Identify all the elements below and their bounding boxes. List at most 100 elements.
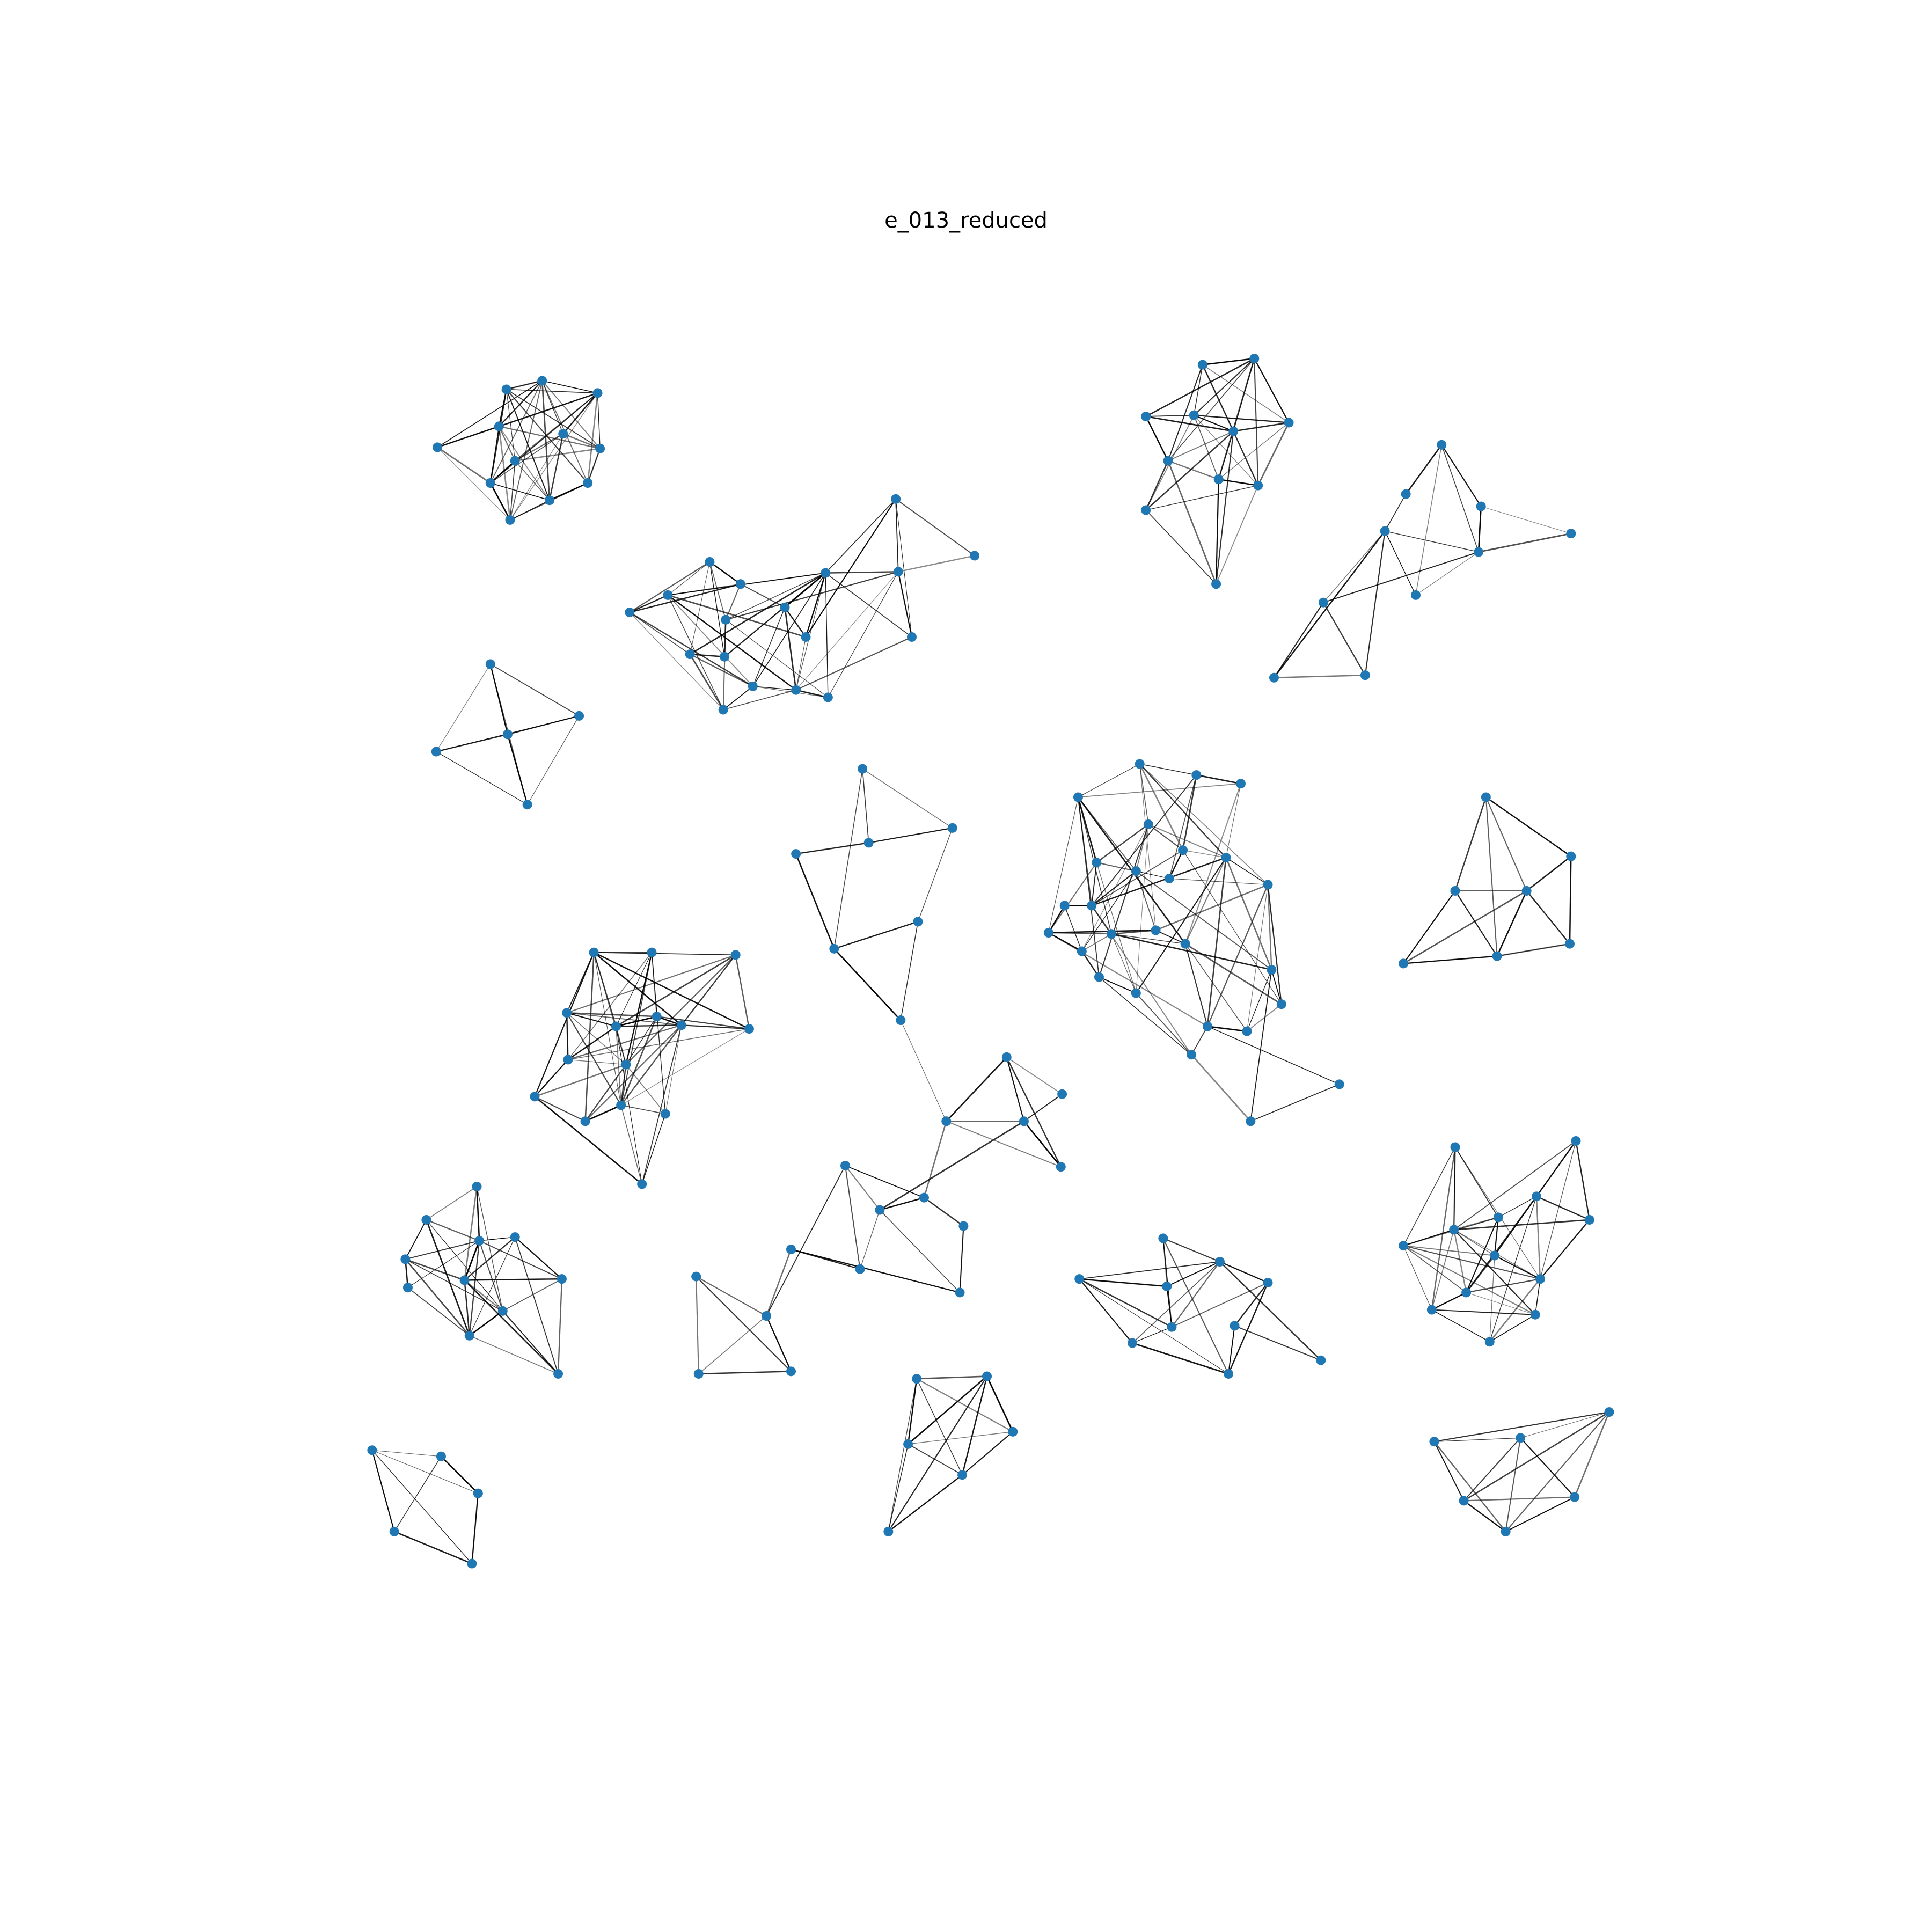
cluster-upper-center-edge <box>629 594 668 613</box>
graph-node <box>558 429 568 439</box>
cluster-upper-center-edge <box>629 612 691 655</box>
cluster-center-lower-edge <box>924 1197 964 1227</box>
graph-node <box>893 567 903 577</box>
cluster-left-mid-edge <box>535 1096 586 1122</box>
cluster-center-right-edge <box>1155 884 1268 931</box>
cluster-right-lower-edge <box>1494 1255 1541 1280</box>
graph-node <box>562 1008 572 1018</box>
cluster-bottom-center-edge <box>961 1376 988 1475</box>
cluster-right-lower-edge <box>1454 1147 1499 1218</box>
graph-node <box>1135 759 1145 769</box>
cluster-left-lower-edge <box>405 1240 480 1260</box>
graph-node <box>1228 426 1239 436</box>
cluster-center-right-edge <box>1139 764 1157 931</box>
cluster-top-left-edge <box>587 393 598 484</box>
graph-node <box>1437 440 1447 450</box>
cluster-right-lower-edge <box>1466 1278 1541 1293</box>
cluster-top-right-b-edge <box>1323 531 1386 603</box>
graph-node <box>389 1526 399 1536</box>
graph-node <box>1164 873 1174 883</box>
cluster-upper-center-edge <box>667 595 724 710</box>
cluster-top-right-a-edge <box>1167 364 1203 462</box>
graph-node <box>1197 360 1208 370</box>
cluster-top-right-b-edge <box>1415 552 1479 596</box>
cluster-center-right-edge <box>1136 992 1192 1055</box>
graph-node <box>1399 958 1409 969</box>
cluster-left-mid-edge <box>665 1025 682 1114</box>
cluster-upper-center-edge <box>723 689 796 711</box>
cluster-left-lower-edge <box>464 1186 478 1280</box>
graph-node <box>464 1330 474 1341</box>
cluster-left-lower-edge <box>514 1236 559 1374</box>
cluster-upper-center-edge <box>795 689 829 698</box>
cluster-bottom-left-edge <box>372 1450 479 1494</box>
cluster-right-lower-edge <box>1575 1140 1590 1220</box>
cluster-right-lower-edge <box>1466 1255 1495 1293</box>
graph-node <box>1267 964 1277 975</box>
cluster-top-right-a-edge <box>1202 364 1289 423</box>
cluster-left-lower-edge <box>464 1240 480 1280</box>
cluster-center-right-edge <box>1168 850 1184 879</box>
cluster-bottom-center-right-edge <box>1166 1286 1173 1327</box>
cluster-right-mid-edge <box>1454 797 1487 891</box>
cluster-right-lower-edge <box>1403 1245 1467 1293</box>
graph-node <box>1106 929 1116 939</box>
cluster-top-left-edge <box>506 389 550 501</box>
cluster-center-right-edge <box>1091 870 1137 906</box>
cluster-left-lower-edge <box>405 1258 470 1336</box>
cluster-center-right-edge <box>1096 824 1149 863</box>
graph-node <box>685 649 695 660</box>
cluster-bottom-center-edge <box>908 1379 917 1444</box>
cluster-upper-center-edge <box>709 561 727 620</box>
cluster-upper-center-edge <box>898 555 975 573</box>
cluster-upper-center-edge <box>690 654 753 687</box>
graph-node <box>1459 1496 1469 1506</box>
cluster-upper-center-edge <box>690 561 710 655</box>
cluster-top-right-a-edge <box>1216 431 1234 584</box>
graph-node <box>955 1287 965 1298</box>
graph-node <box>1191 770 1202 780</box>
cluster-top-right-a-edge <box>1215 479 1219 584</box>
cluster-bottom-left-edge <box>371 1450 472 1564</box>
cluster-left-mid-edge <box>567 1012 682 1026</box>
cluster-top-left-edge <box>437 447 510 521</box>
cluster-center-lower-edge <box>791 1248 960 1293</box>
cluster-top-right-b-edge <box>1273 530 1386 678</box>
cluster-upper-center-edge <box>667 594 806 638</box>
cluster-right-lower-edge <box>1403 1229 1454 1247</box>
cluster-upper-center-edge <box>709 561 725 657</box>
cluster-center-lower-edge <box>696 1276 792 1372</box>
cluster-center-right-edge <box>1139 763 1227 858</box>
cluster-upper-center-edge <box>784 607 807 638</box>
cluster-bottom-center-edge <box>908 1375 987 1445</box>
cluster-right-lower-edge <box>1453 1140 1576 1231</box>
cluster-bottom-left-edge <box>372 1450 441 1457</box>
graph-node <box>1059 901 1070 911</box>
cluster-upper-center-edge <box>629 595 668 613</box>
cluster-center-right-edge <box>1191 1054 1252 1122</box>
cluster-top-right-a-edge <box>1168 460 1219 480</box>
cluster-right-lower-edge <box>1431 1292 1467 1311</box>
cluster-top-right-a-edge <box>1193 415 1219 480</box>
cluster-upper-center-edge <box>725 583 741 620</box>
graph-node <box>748 681 758 691</box>
graph-node <box>891 494 901 504</box>
cluster-right-mid-edge <box>1454 890 1498 957</box>
graph-node <box>786 1245 796 1255</box>
graph-node <box>1566 529 1576 539</box>
cluster-bottom-center-right-edge <box>1228 1326 1235 1374</box>
cluster-upper-center-edge <box>795 636 912 691</box>
cluster-top-left-edge <box>490 482 550 501</box>
graph-node <box>621 1059 631 1070</box>
cluster-top-right-a-edge <box>1218 431 1234 480</box>
cluster-center-right-edge <box>1135 857 1227 994</box>
cluster-upper-center-edge <box>667 594 796 691</box>
cluster-left-small-edge <box>436 751 528 805</box>
graph-node <box>1565 939 1575 949</box>
cluster-right-mid-edge <box>1485 797 1527 891</box>
graph-node <box>660 1109 670 1119</box>
cluster-right-mid-edge <box>1403 955 1497 964</box>
cluster-upper-center-edge <box>825 571 898 574</box>
cluster-left-mid-edge <box>584 1064 627 1122</box>
graph-node <box>982 1371 992 1381</box>
